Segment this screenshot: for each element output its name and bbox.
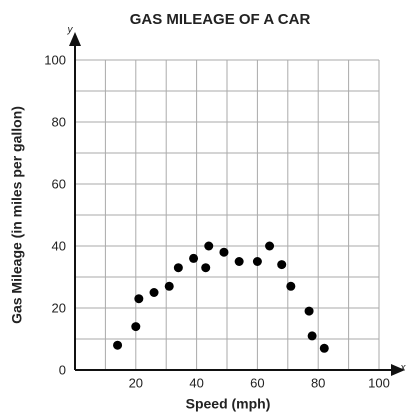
point (201, 263, 211, 273)
point (234, 257, 244, 266)
y-tick-label: 60 (52, 176, 66, 191)
x-tick-label: 100 (368, 375, 390, 390)
point (252, 257, 262, 266)
x-axis-label: Speed (mph) (186, 396, 271, 412)
point (164, 281, 174, 291)
y-tick-label: 100 (44, 52, 66, 67)
chart-title: GAS MILEAGE OF A CAR (130, 11, 311, 28)
x-tick-label: 80 (311, 375, 325, 390)
x-tick-label: 20 (129, 375, 143, 390)
point (307, 331, 317, 341)
point (304, 306, 314, 316)
point (134, 294, 144, 304)
x-tick-label: 60 (250, 375, 264, 390)
y-tick-label: 40 (52, 238, 66, 253)
x-axis-letter: x (400, 363, 407, 374)
x-tick-label: 40 (189, 375, 203, 390)
point (265, 241, 275, 251)
point (286, 281, 296, 291)
point (131, 322, 141, 332)
y-axis-letter: y (67, 25, 74, 36)
point (319, 343, 329, 353)
y-tick-label: 80 (52, 114, 66, 129)
point (149, 288, 159, 297)
point (113, 340, 123, 350)
point (204, 241, 214, 251)
point (189, 253, 199, 263)
point (277, 260, 287, 270)
y-tick-label: 0 (59, 362, 66, 377)
y-tick-label: 20 (52, 300, 66, 315)
point (219, 247, 229, 257)
point (173, 263, 183, 273)
y-axis-label: Gas Mileage (in miles per gallon) (9, 106, 25, 324)
